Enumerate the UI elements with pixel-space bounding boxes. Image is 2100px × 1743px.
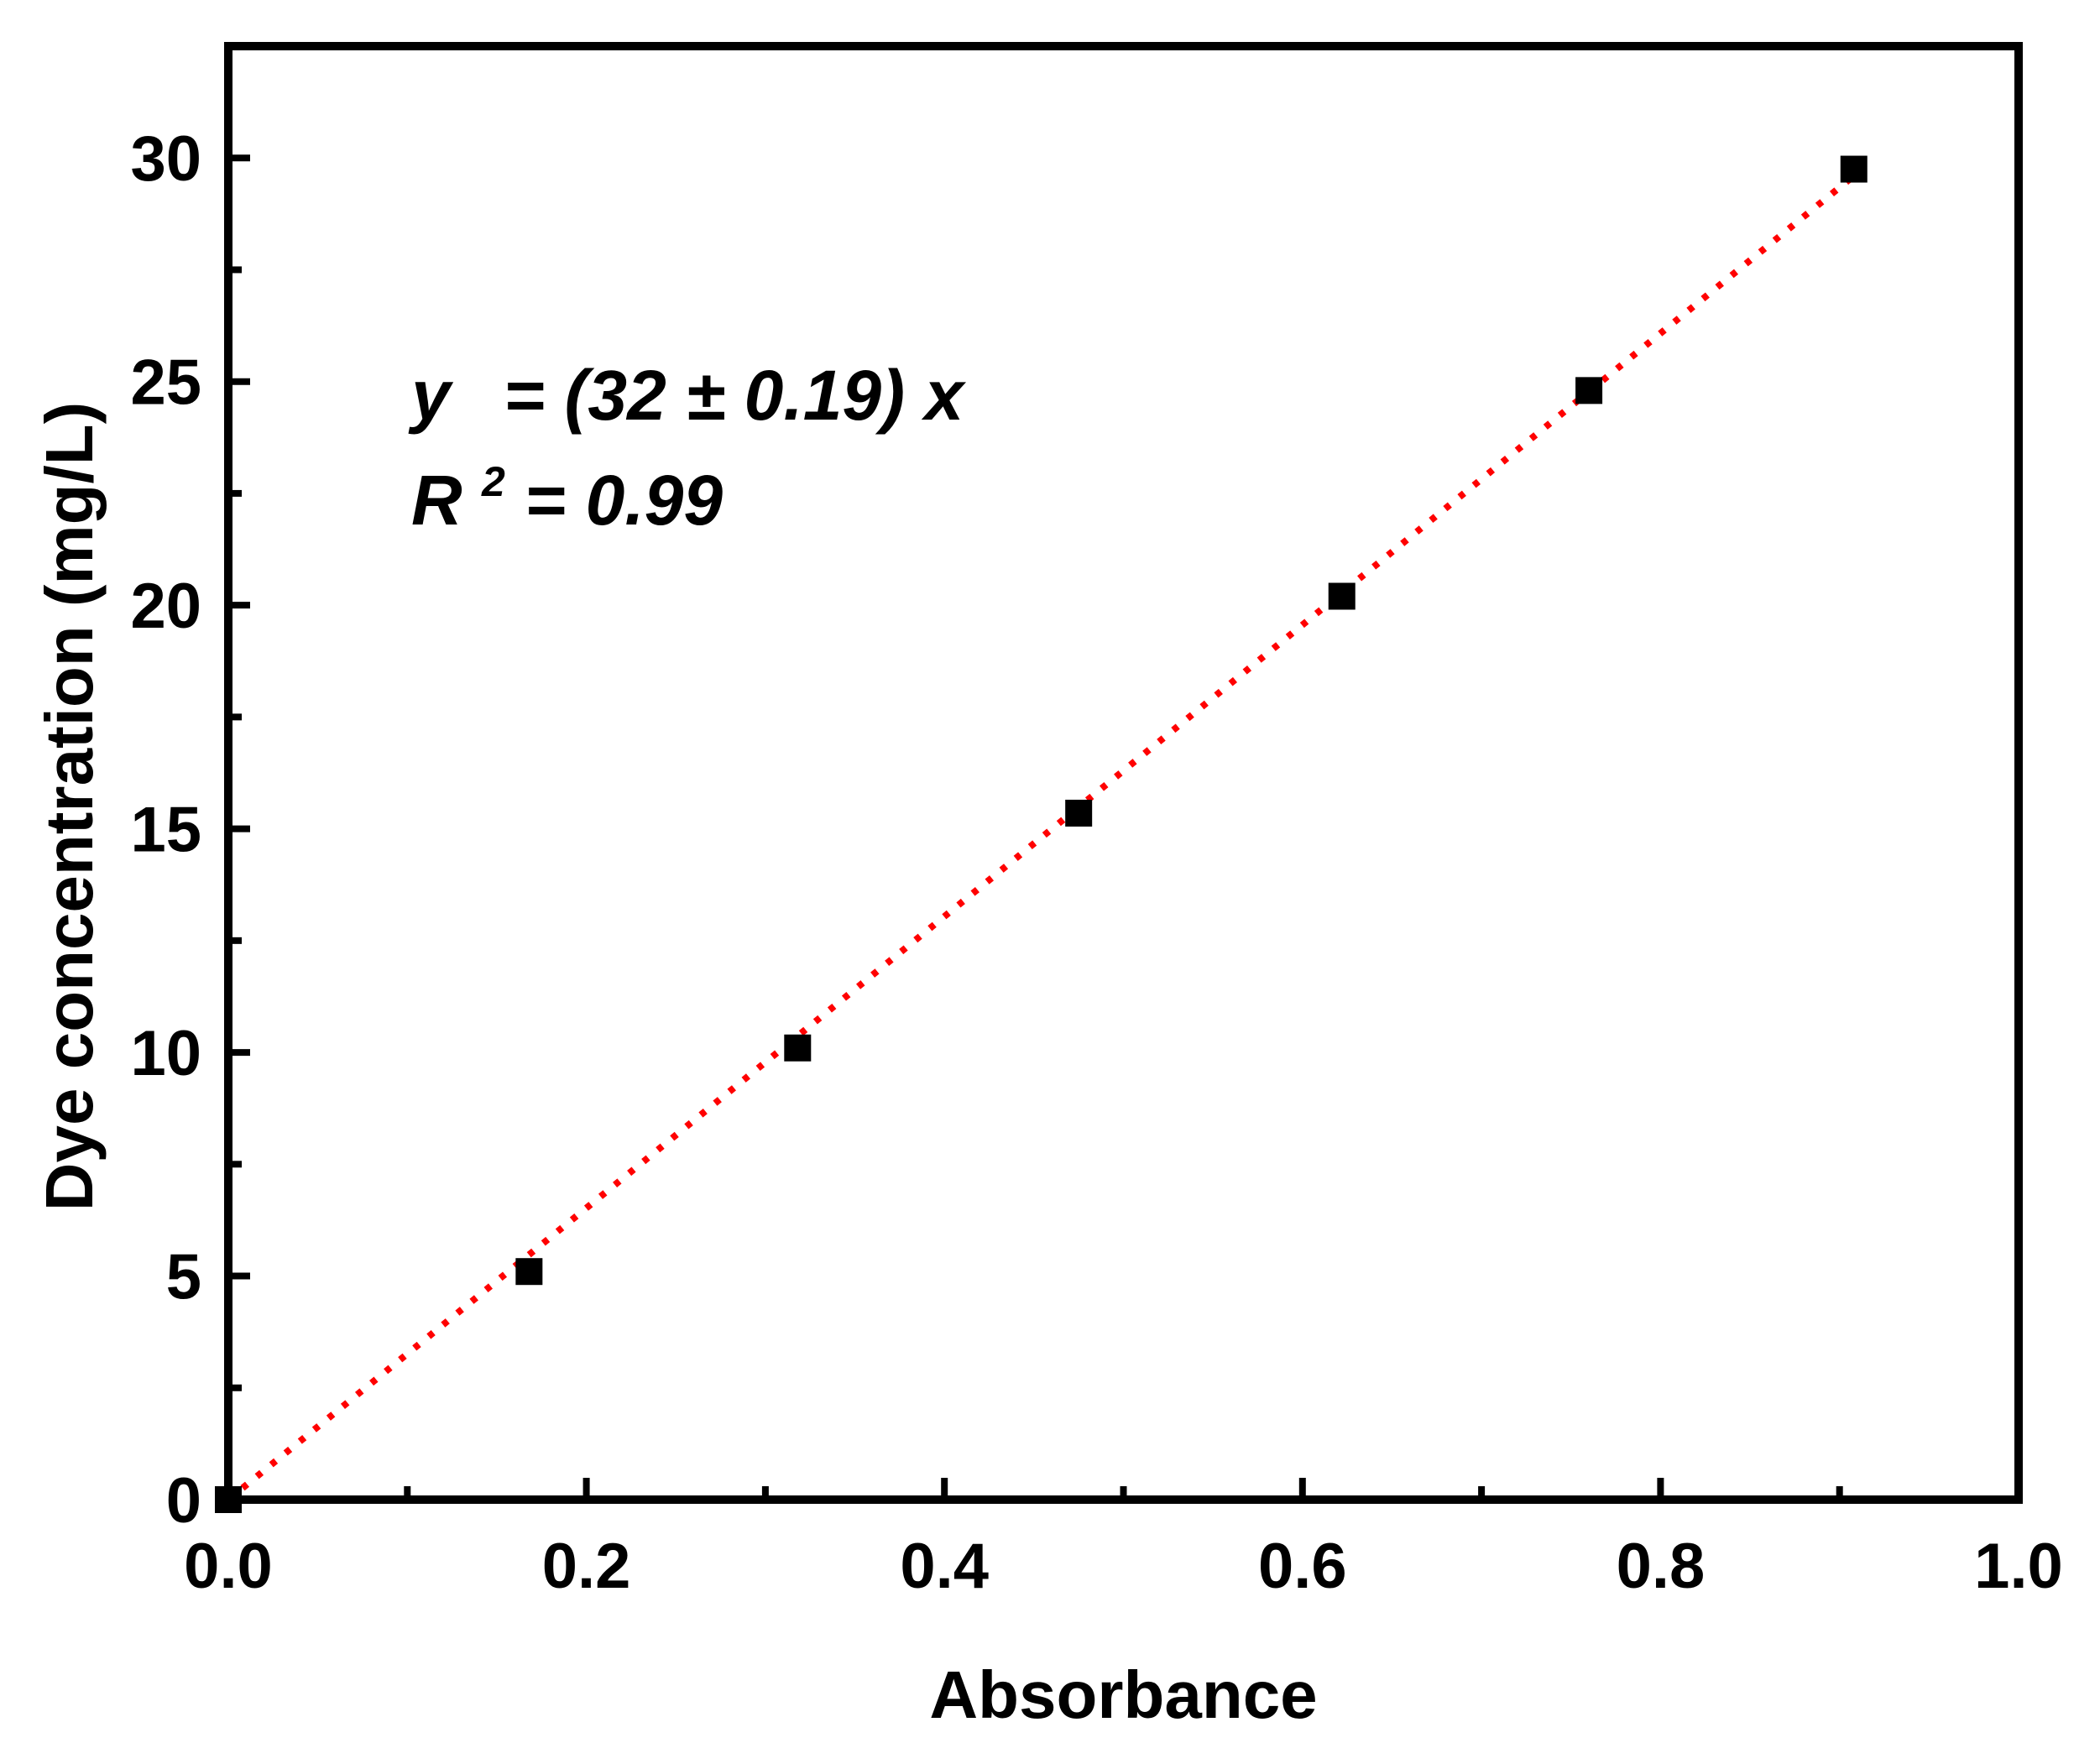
data-point (1328, 582, 1356, 610)
data-point (1065, 799, 1093, 827)
y-tick-label: 5 (166, 1242, 201, 1313)
x-axis-title: Absorbance (929, 1657, 1317, 1732)
y-tick-label: 30 (130, 123, 201, 195)
fit-equation-y: y (408, 356, 454, 435)
y-tick-label: 10 (130, 1018, 201, 1089)
r-squared-label: R (411, 461, 462, 540)
x-tick-label: 0.0 (184, 1531, 273, 1602)
x-tick-label: 1.0 (1974, 1531, 2063, 1602)
r-squared: R 2 = 0.99 (411, 432, 723, 540)
y-tick-label: 0 (166, 1465, 201, 1537)
data-point (1840, 155, 1868, 183)
y-tick-label: 15 (130, 795, 201, 866)
data-point (784, 1034, 812, 1062)
fit-equation-rest: = (32 ± 0.19) x (504, 356, 966, 435)
fit-equation: y = (32 ± 0.19) x (408, 356, 966, 435)
y-tick-label: 20 (130, 571, 201, 642)
y-axis-title: Dye concentration (mg/L) (32, 402, 107, 1212)
x-tick-label: 0.6 (1258, 1531, 1347, 1602)
r-squared-value: = 0.99 (525, 461, 723, 540)
x-tick-label: 0.8 (1617, 1531, 1706, 1602)
data-point (1575, 377, 1603, 404)
y-tick-label: 25 (130, 347, 201, 419)
data-points-layer (215, 155, 1868, 1513)
data-point (515, 1258, 543, 1286)
r-squared-superscript: 2 (481, 458, 505, 505)
x-tick-label: 0.2 (542, 1531, 631, 1602)
tick-labels-layer: 0.0 0.2 0.4 0.6 0.8 1.0 0 5 10 15 20 25 30 (130, 123, 2062, 1602)
x-tick-label: 0.4 (900, 1531, 989, 1602)
plot-frame (224, 42, 2023, 1504)
